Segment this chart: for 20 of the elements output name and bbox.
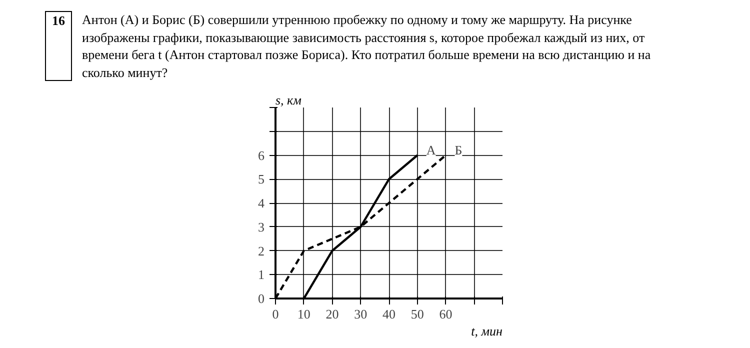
series-label: Б bbox=[454, 142, 462, 158]
y-tick-label: 3 bbox=[258, 219, 264, 234]
y-tick-label: 2 bbox=[258, 243, 264, 258]
x-tick-label: 50 bbox=[410, 306, 424, 322]
x-tick-label: 0 bbox=[272, 306, 279, 322]
x-axis-title: t, мин bbox=[471, 324, 502, 338]
x-tick-label: 20 bbox=[326, 306, 339, 322]
x-tick-label: 60 bbox=[439, 306, 452, 322]
x-tick-label: 40 bbox=[382, 306, 396, 322]
y-tick-label: 0 bbox=[258, 291, 264, 306]
text: 16 bbox=[45, 11, 72, 82]
y-tick-label: 5 bbox=[258, 172, 264, 187]
y-tick-label: 1 bbox=[258, 267, 264, 282]
chart-title: Антон (А) и Борис (Б) совершили утреннюю пробежку по одному и тому же маршруту. На рисунке изображены графики, показывающие зависимость расстояния s, которое пробежал каждый из них, от времени бега t (Антон стартовал позже Бориса). Кто потратил больше времени на всю дистанцию и на сколько минут? bbox=[82, 11, 652, 82]
y-tick-label: 6 bbox=[258, 148, 265, 163]
x-tick-label: 30 bbox=[354, 306, 368, 322]
y-tick-label: 4 bbox=[258, 196, 265, 210]
x-tick-label: 10 bbox=[297, 306, 310, 322]
y-axis-title: s, км bbox=[276, 92, 302, 108]
series-label: А bbox=[426, 142, 436, 158]
